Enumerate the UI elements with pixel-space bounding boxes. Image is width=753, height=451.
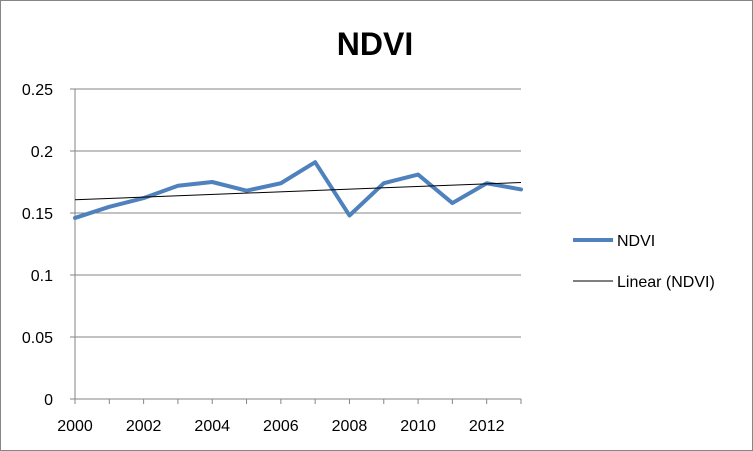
series-line-ndvi <box>73 160 523 220</box>
y-tick-label: 0 <box>44 392 53 409</box>
legend: NDVI Linear (NDVI) <box>573 233 715 291</box>
y-tick-label: 0.05 <box>22 330 53 347</box>
x-tick-label: 2000 <box>57 418 93 435</box>
y-tick-label: 0.2 <box>31 144 53 161</box>
x-tick-label: 2002 <box>126 418 162 435</box>
axis-layer: 0 0.05 0.1 0.15 0.2 0.25 2000 2002 2004 2006 2008 2… <box>22 82 522 435</box>
trendline-linear-ndvi <box>74 181 522 201</box>
y-tick-label: 0.1 <box>31 268 53 285</box>
x-tick-label: 2006 <box>263 418 299 435</box>
x-tick-label: 2010 <box>400 418 436 435</box>
grid-layer <box>75 88 521 338</box>
x-tick-label: 2004 <box>194 418 230 435</box>
legend-label-trendline: Linear (NDVI) <box>617 274 715 291</box>
chart-title: NDVI <box>337 26 413 62</box>
x-tick-label: 2012 <box>469 418 505 435</box>
y-tick-label: 0.15 <box>22 206 53 223</box>
legend-label-ndvi: NDVI <box>617 233 655 250</box>
series-layer <box>73 160 523 220</box>
y-tick-label: 0.25 <box>22 82 53 99</box>
x-tick-label: 2008 <box>332 418 368 435</box>
